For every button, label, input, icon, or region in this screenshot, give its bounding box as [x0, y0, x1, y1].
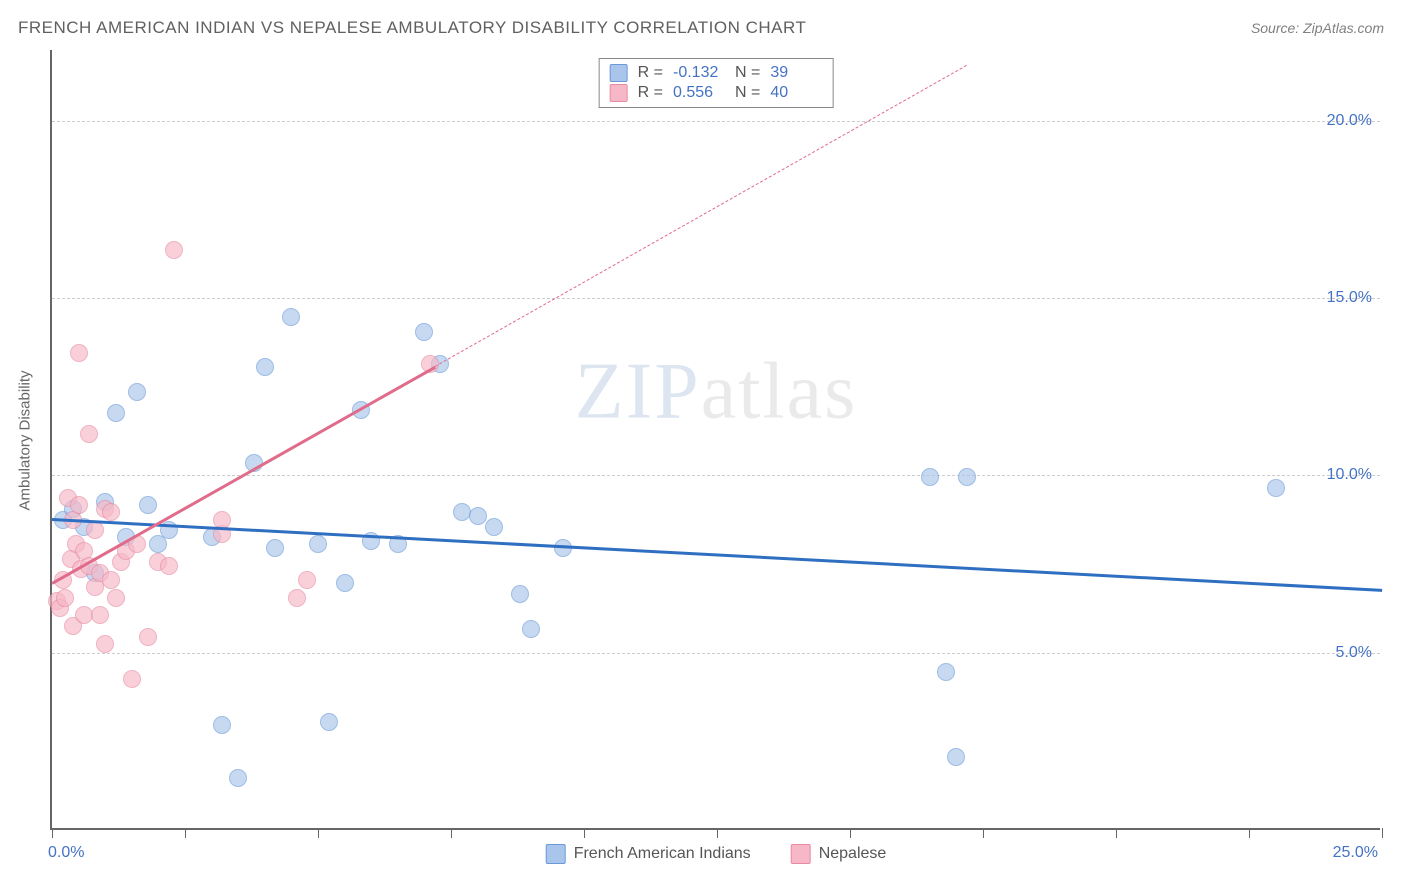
- scatter-point: [937, 663, 955, 681]
- scatter-point: [282, 308, 300, 326]
- x-tick: [1249, 828, 1250, 838]
- scatter-point: [958, 468, 976, 486]
- scatter-point: [102, 571, 120, 589]
- scatter-point: [266, 539, 284, 557]
- stats-n-value-2: 40: [770, 84, 822, 102]
- scatter-point: [70, 496, 88, 514]
- scatter-point: [229, 769, 247, 787]
- scatter-point: [102, 503, 120, 521]
- source-label: Source:: [1251, 20, 1299, 36]
- scatter-point: [298, 571, 316, 589]
- scatter-point: [485, 518, 503, 536]
- stats-r-label-1: R =: [638, 64, 663, 82]
- y-tick-label: 20.0%: [1327, 112, 1372, 130]
- gridline: [52, 121, 1380, 122]
- scatter-point: [522, 620, 540, 638]
- scatter-point: [160, 557, 178, 575]
- y-tick-label: 15.0%: [1327, 289, 1372, 307]
- stats-n-label-1: N =: [735, 64, 760, 82]
- stats-n-value-1: 39: [770, 64, 822, 82]
- stats-row-series-1: R = -0.132 N = 39: [610, 63, 823, 83]
- y-tick-label: 5.0%: [1336, 644, 1372, 662]
- legend-item-2: Nepalese: [791, 844, 887, 864]
- x-tick: [584, 828, 585, 838]
- stats-r-value-1: -0.132: [673, 64, 725, 82]
- legend-item-1: French American Indians: [546, 844, 751, 864]
- x-tick: [318, 828, 319, 838]
- scatter-point: [213, 716, 231, 734]
- watermark: ZIPatlas: [575, 347, 858, 438]
- source-attribution: Source: ZipAtlas.com: [1251, 20, 1384, 36]
- scatter-point: [1267, 479, 1285, 497]
- scatter-point: [70, 344, 88, 362]
- legend-swatch-1: [546, 844, 566, 864]
- x-tick: [451, 828, 452, 838]
- scatter-point: [165, 241, 183, 259]
- scatter-point: [320, 713, 338, 731]
- watermark-zip: ZIP: [575, 348, 701, 436]
- scatter-point: [469, 507, 487, 525]
- x-tick: [983, 828, 984, 838]
- plot-area: ZIPatlas R = -0.132 N = 39 R = 0.556 N =…: [50, 50, 1380, 830]
- y-axis-label: Ambulatory Disability: [17, 370, 34, 510]
- scatter-point: [336, 574, 354, 592]
- y-tick-label: 10.0%: [1327, 466, 1372, 484]
- chart-title: FRENCH AMERICAN INDIAN VS NEPALESE AMBUL…: [18, 18, 806, 38]
- stats-r-value-2: 0.556: [673, 84, 725, 102]
- scatter-point: [56, 589, 74, 607]
- legend-label-1: French American Indians: [574, 845, 751, 863]
- source-name: ZipAtlas.com: [1303, 20, 1384, 36]
- x-tick-label: 25.0%: [1333, 844, 1378, 862]
- scatter-point: [123, 670, 141, 688]
- x-tick: [185, 828, 186, 838]
- x-tick-label: 0.0%: [48, 844, 84, 862]
- x-tick: [850, 828, 851, 838]
- scatter-point: [415, 323, 433, 341]
- watermark-atlas: atlas: [701, 348, 858, 436]
- stats-legend: R = -0.132 N = 39 R = 0.556 N = 40: [599, 58, 834, 108]
- x-tick: [717, 828, 718, 838]
- stats-swatch-2: [610, 84, 628, 102]
- trend-line: [52, 518, 1382, 591]
- x-tick: [1116, 828, 1117, 838]
- stats-n-label-2: N =: [735, 84, 760, 102]
- scatter-point: [139, 496, 157, 514]
- gridline: [52, 298, 1380, 299]
- scatter-point: [511, 585, 529, 603]
- scatter-point: [86, 521, 104, 539]
- x-tick: [1382, 828, 1383, 838]
- scatter-point: [921, 468, 939, 486]
- y-axis-label-container: Ambulatory Disability: [10, 50, 40, 830]
- legend-swatch-2: [791, 844, 811, 864]
- stats-r-label-2: R =: [638, 84, 663, 102]
- trend-line: [435, 64, 967, 366]
- scatter-point: [91, 606, 109, 624]
- scatter-point: [947, 748, 965, 766]
- scatter-point: [80, 425, 98, 443]
- scatter-point: [96, 635, 114, 653]
- scatter-point: [139, 628, 157, 646]
- scatter-point: [107, 404, 125, 422]
- scatter-point: [256, 358, 274, 376]
- gridline: [52, 475, 1380, 476]
- scatter-point: [128, 383, 146, 401]
- bottom-legend: French American Indians Nepalese: [546, 844, 887, 864]
- scatter-point: [107, 589, 125, 607]
- scatter-point: [288, 589, 306, 607]
- legend-label-2: Nepalese: [819, 845, 887, 863]
- gridline: [52, 653, 1380, 654]
- scatter-point: [309, 535, 327, 553]
- x-tick: [52, 828, 53, 838]
- stats-swatch-1: [610, 64, 628, 82]
- scatter-point: [453, 503, 471, 521]
- stats-row-series-2: R = 0.556 N = 40: [610, 83, 823, 103]
